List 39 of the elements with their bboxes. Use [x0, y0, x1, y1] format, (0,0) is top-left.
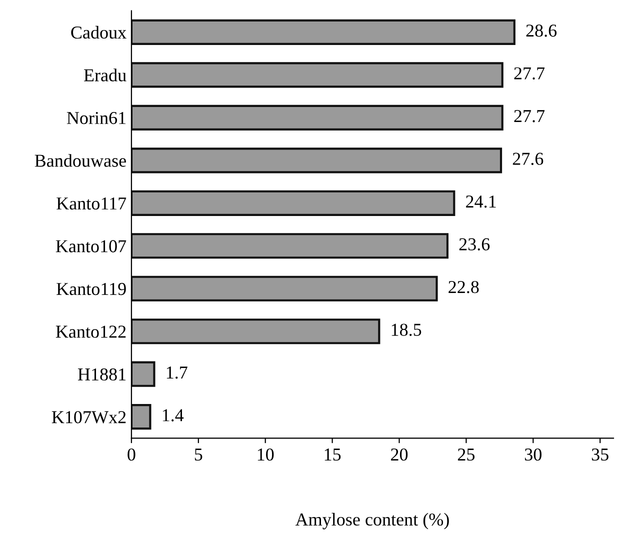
y-tick-label: Norin61 [66, 112, 126, 124]
bar [131, 190, 456, 216]
x-axis-title: Amylose content (%) [295, 512, 449, 530]
x-tick-label: 35 [592, 448, 608, 461]
data-label: 27.7 [514, 110, 545, 122]
y-tick-label: Cadoux [71, 26, 126, 39]
bar [131, 148, 502, 174]
y-tick-label: Kanto119 [56, 282, 126, 296]
bar [131, 19, 516, 45]
data-label: 27.6 [512, 152, 544, 166]
x-tick-label: 5 [194, 448, 202, 461]
data-label: 24.1 [466, 196, 496, 208]
data-label: 22.8 [448, 280, 479, 294]
y-tick-label: K107Wx2 [52, 411, 126, 424]
y-tick-label: H1881 [78, 368, 126, 381]
data-label: 18.5 [392, 324, 422, 336]
bar [131, 404, 152, 430]
y-tick-label: Kanto122 [56, 326, 126, 338]
bar [131, 276, 438, 302]
bar [131, 104, 504, 130]
y-tick-label: Eradu [84, 68, 126, 82]
data-label: 23.6 [459, 238, 490, 250]
data-label: 1.7 [166, 366, 188, 379]
bar [131, 361, 156, 387]
data-label: 28.6 [526, 24, 557, 37]
data-label: 27.7 [514, 67, 545, 80]
x-tick-label: 20 [391, 448, 408, 461]
x-tick-label: 10 [258, 448, 274, 461]
x-tick-label: 15 [324, 448, 341, 461]
x-tick-label: 30 [524, 448, 542, 461]
y-tick-label: Kanto107 [56, 240, 126, 252]
y-tick-label: Kanto117 [56, 197, 126, 210]
y-tick-label: Bandouwase [34, 154, 126, 167]
data-label: 1.4 [162, 409, 184, 422]
bar [131, 318, 380, 344]
x-tick-label: 0 [128, 448, 136, 461]
bar [131, 62, 504, 88]
x-tick-label: 25 [458, 448, 475, 461]
bar [131, 233, 448, 259]
